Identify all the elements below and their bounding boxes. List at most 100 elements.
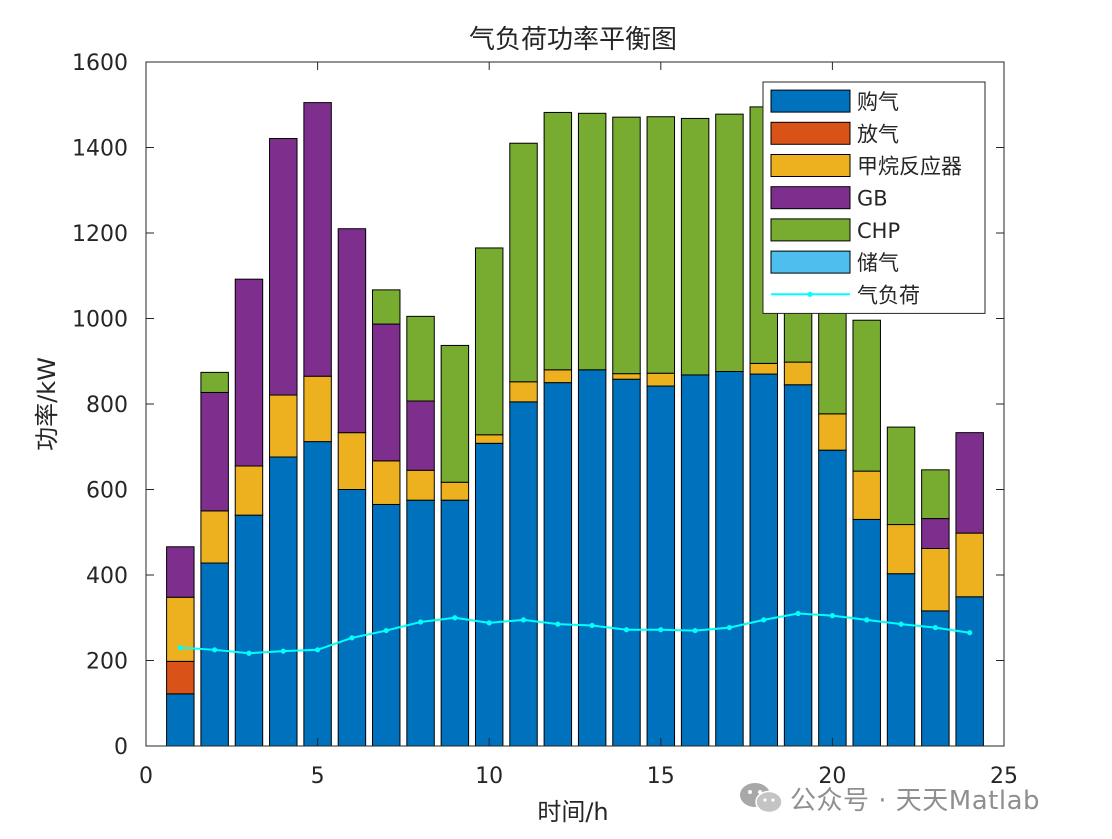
x-tick-label-10: 10: [475, 764, 503, 789]
bar-segment-5-x23: [921, 469, 950, 520]
load-point-x11: [520, 617, 527, 623]
legend-swatch-6: [770, 250, 851, 274]
bar-segment-5-x10: [474, 247, 504, 436]
bar-segment-1-x19: [783, 384, 813, 747]
load-point-x6: [349, 635, 355, 641]
load-point-x22: [898, 621, 904, 627]
bar-segment-4-x8: [406, 400, 435, 471]
bar-segment-3-x10: [474, 434, 504, 444]
load-point-x16: [692, 627, 698, 634]
bar-segment-3-x14: [612, 373, 641, 380]
bar-segment-1-x10: [474, 442, 504, 747]
bar-segment-1-x12: [543, 382, 573, 747]
bar-segment-5-x12: [543, 111, 573, 371]
bar-segment-1-x7: [372, 503, 401, 747]
bar-segment-3-x5: [303, 375, 332, 443]
bar-segment-3-x2: [200, 510, 229, 564]
bar-segment-4-x1: [166, 546, 195, 598]
load-point-x24: [967, 630, 973, 636]
bar-segment-5-x14: [612, 116, 641, 375]
x-tick-label-0: 0: [139, 764, 153, 789]
load-point-x20: [829, 613, 836, 619]
bar-segment-3-x24: [955, 532, 984, 598]
bar-segment-3-x3: [234, 465, 264, 516]
load-point-x4: [280, 648, 286, 654]
bar-segment-1-x20: [818, 449, 847, 747]
bar-segment-1-x22: [886, 573, 916, 747]
wechat-icon: [740, 783, 783, 814]
load-point-x12: [555, 621, 561, 627]
bar-segment-3-x11: [509, 381, 538, 403]
legend-swatch-2: [770, 121, 851, 145]
bar-segment-4-x23: [921, 518, 950, 550]
legend-swatch-marker: [807, 291, 813, 297]
load-point-x1: [177, 645, 183, 651]
bar-segment-5-x21: [852, 319, 881, 472]
bar-segment-4-x4: [269, 138, 298, 396]
bar-segment-1-x6: [337, 489, 367, 747]
bar-segment-1-x3: [234, 514, 264, 747]
legend-label-5: CHP: [857, 219, 900, 243]
bar-segment-1-x16: [680, 374, 710, 747]
load-point-x17: [726, 624, 733, 631]
bar-segment-4-x2: [200, 391, 229, 512]
bar-segment-3-x8: [406, 469, 435, 501]
watermark: 公众号 · 天天Matlab: [738, 778, 1040, 818]
bar-segment-3-x4: [269, 394, 298, 458]
bar-segment-3-x12: [543, 369, 573, 384]
load-point-x23: [932, 624, 938, 631]
legend-label-7: 气负荷: [857, 283, 920, 307]
y-tick-label-1600: 1600: [72, 51, 128, 76]
bar-segment-5-x17: [715, 113, 744, 373]
legend-label-3: 甲烷反应器: [857, 155, 962, 179]
bar-segment-3-x18: [749, 362, 778, 375]
y-tick-label-1000: 1000: [72, 308, 128, 333]
legend-swatch-3: [770, 154, 851, 177]
bar-segment-1-x11: [509, 401, 538, 747]
bar-segment-1-x24: [955, 596, 984, 747]
bar-segment-1-x23: [921, 610, 950, 747]
load-point-x15: [658, 627, 664, 633]
bar-segment-5-x9: [440, 344, 470, 483]
legend-swatch-1: [770, 89, 851, 113]
bar-segment-5-x2: [200, 371, 229, 393]
bar-segment-1-x9: [440, 499, 470, 747]
load-point-x14: [623, 627, 630, 633]
bar-segment-3-x23: [921, 548, 950, 612]
legend-label-6: 储气: [857, 251, 899, 275]
load-point-x9: [452, 615, 458, 621]
bar-segment-3-x15: [646, 372, 676, 387]
bar-segment-1-x18: [749, 373, 778, 747]
bar-segment-4-x3: [234, 278, 264, 467]
bar-segment-3-x20: [818, 413, 847, 451]
load-point-x13: [589, 622, 595, 629]
bar-segment-1-x2: [200, 562, 229, 747]
load-point-x2: [212, 647, 218, 653]
legend-label-4: GB: [857, 187, 888, 211]
load-point-x21: [864, 617, 870, 623]
watermark-text: 公众号 · 天天Matlab: [790, 785, 1041, 816]
bar-segment-2-x1: [166, 660, 195, 695]
load-point-x8: [417, 619, 424, 625]
legend-label-2: 放气: [857, 122, 899, 146]
bar-segment-1-x17: [715, 371, 744, 747]
load-point-x19: [795, 610, 801, 617]
bar-segment-3-x21: [852, 470, 881, 520]
load-point-x7: [383, 627, 389, 634]
load-point-x10: [486, 620, 492, 626]
load-point-x3: [246, 650, 252, 656]
bar-segment-5-x7: [372, 289, 401, 325]
load-line: [180, 612, 970, 655]
bar-segment-4-x5: [303, 102, 332, 377]
y-tick-label-800: 800: [86, 393, 128, 418]
bar-segment-5-x15: [646, 116, 676, 374]
bar-segment-4-x7: [372, 323, 401, 462]
bar-segment-3-x22: [886, 524, 916, 575]
y-tick-label-1400: 1400: [72, 137, 128, 162]
bar-segment-4-x6: [337, 228, 367, 434]
bar-segment-3-x6: [337, 432, 367, 491]
x-tick-label-15: 15: [647, 764, 675, 789]
bar-segment-5-x22: [886, 426, 916, 526]
x-tick-label-20: 20: [818, 764, 846, 789]
axes: 0 5 10 15 20 25 0 200 400 600 800 1000 1200 1400 1600: [72, 51, 1018, 789]
